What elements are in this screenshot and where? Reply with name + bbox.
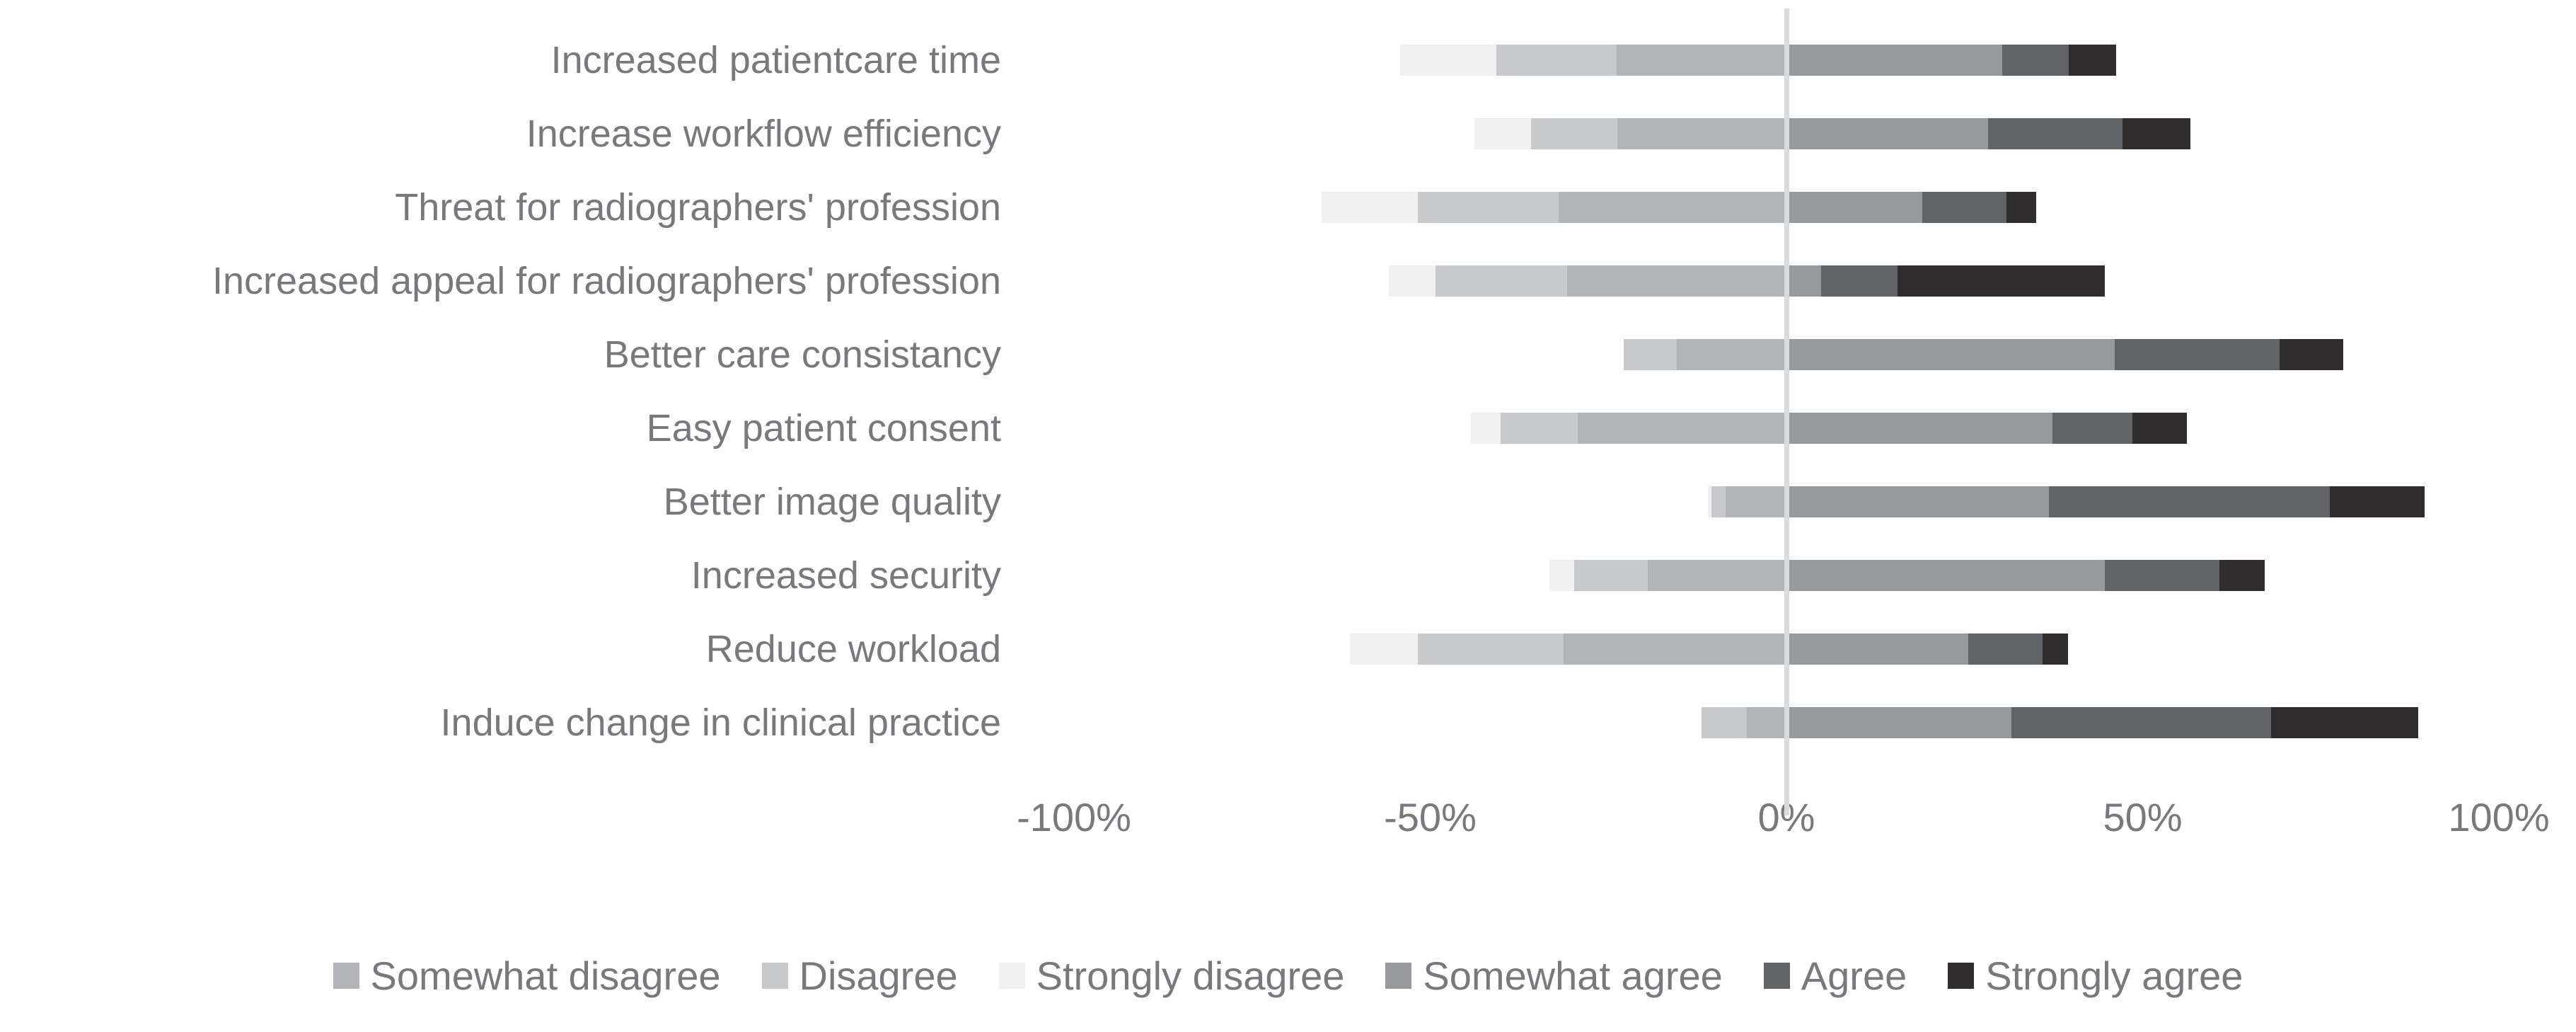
legend-swatch-icon: [333, 963, 359, 989]
bar-segment-strongly-agree: [2042, 633, 2068, 665]
bar-segment-agree: [2011, 707, 2271, 738]
bar-segment-somewhat-disagree: [1676, 339, 1786, 370]
legend-item-strongly-agree: Strongly agree: [1948, 953, 2243, 999]
bar-segment-agree: [1922, 192, 2007, 223]
legend-item-strongly-disagree: Strongly disagree: [998, 953, 1345, 999]
legend-swatch-icon: [1948, 963, 1975, 989]
bar-segment-disagree: [1501, 413, 1578, 444]
bar-segment-strongly-agree: [2068, 45, 2117, 76]
category-label: Increased patientcare time: [550, 39, 1001, 81]
category-label: Increased security: [691, 554, 1001, 597]
bar-segment-somewhat-agree: [1786, 265, 1822, 297]
bar-segment-strongly-agree: [2006, 192, 2037, 223]
legend-label: Strongly agree: [1985, 953, 2243, 998]
zero-axis-gridline: [1784, 8, 1789, 815]
bar-segment-somewhat-agree: [1786, 413, 2052, 444]
legend-label: Agree: [1801, 953, 1907, 998]
bar-segment-somewhat-agree: [1786, 118, 1988, 149]
category-label: Better image quality: [663, 481, 1001, 523]
bar-segment-disagree: [1573, 560, 1648, 591]
legend-swatch-icon: [761, 963, 788, 989]
category-label: Increase workflow efficiency: [526, 113, 1001, 155]
bar-segment-somewhat-agree: [1786, 560, 2106, 591]
bar-segment-strongly-disagree: [1708, 486, 1712, 517]
bar-segment-strongly-agree: [2219, 560, 2265, 591]
legend-item-somewhat-disagree: Somewhat disagree: [333, 953, 721, 999]
bar-segment-somewhat-agree: [1786, 45, 2003, 76]
bar-segment-strongly-disagree: [1474, 118, 1532, 149]
bar-segment-somewhat-agree: [1786, 192, 1923, 223]
bar-segment-disagree: [1711, 486, 1726, 517]
bar-segment-strongly-disagree: [1389, 265, 1436, 297]
bar-segment-strongly-disagree: [1322, 192, 1419, 223]
bar-segment-somewhat-disagree: [1746, 707, 1786, 738]
legend-label: Strongly disagree: [1036, 953, 1345, 998]
bar-segment-strongly-disagree: [1349, 633, 1419, 665]
legend-item-somewhat-agree: Somewhat agree: [1385, 953, 1723, 999]
bar-segment-disagree: [1435, 265, 1567, 297]
bar-segment-somewhat-disagree: [1647, 560, 1786, 591]
bar-segment-strongly-disagree: [1549, 560, 1574, 591]
bar-segment-agree: [2002, 45, 2069, 76]
legend-item-disagree: Disagree: [761, 953, 958, 999]
bar-segment-agree: [2105, 560, 2220, 591]
bar-segment-somewhat-disagree: [1558, 192, 1786, 223]
bar-segment-disagree: [1418, 192, 1559, 223]
bar-segment-strongly-agree: [2270, 707, 2419, 738]
legend-label: Disagree: [799, 953, 958, 998]
bar-segment-disagree: [1624, 339, 1677, 370]
legend-swatch-icon: [998, 963, 1025, 989]
bar-segment-somewhat-agree: [1786, 339, 2115, 370]
bar-segment-agree: [2115, 339, 2280, 370]
bar-segment-agree: [2052, 413, 2133, 444]
x-axis-tick-label: -50%: [1384, 795, 1477, 839]
category-label: Threat for radiographers' profession: [395, 186, 1001, 229]
category-label: Induce change in clinical practice: [440, 701, 1001, 744]
bar-segment-strongly-disagree: [1470, 413, 1501, 444]
category-label: Easy patient consent: [646, 407, 1001, 449]
legend-label: Somewhat agree: [1423, 953, 1723, 998]
x-axis-tick-label: -100%: [1017, 795, 1131, 839]
bar-segment-somewhat-disagree: [1577, 413, 1786, 444]
bar-segment-disagree: [1531, 118, 1618, 149]
x-axis-tick-label: 50%: [2103, 795, 2183, 839]
bar-segment-strongly-agree: [2122, 118, 2190, 149]
category-label: Increased appeal for radiographers' prof…: [212, 260, 1001, 302]
bar-segment-somewhat-agree: [1786, 633, 1968, 665]
legend-swatch-icon: [1763, 963, 1790, 989]
chart-legend: Somewhat disagree Disagree Strongly disagr…: [0, 953, 2576, 999]
legend-label: Somewhat disagree: [370, 953, 721, 998]
bar-segment-disagree: [1702, 707, 1747, 738]
bar-segment-somewhat-disagree: [1566, 265, 1786, 297]
legend-swatch-icon: [1385, 963, 1412, 989]
bar-segment-disagree: [1496, 45, 1617, 76]
category-label: Better care consistancy: [603, 333, 1001, 376]
bar-segment-disagree: [1418, 633, 1564, 665]
bar-segment-agree: [1987, 118, 2123, 149]
bar-segment-somewhat-agree: [1786, 486, 2049, 517]
bar-segment-somewhat-agree: [1786, 707, 2012, 738]
bar-segment-somewhat-disagree: [1617, 45, 1786, 76]
bar-segment-strongly-agree: [2330, 486, 2425, 517]
legend-item-agree: Agree: [1763, 953, 1907, 999]
bar-segment-agree: [2048, 486, 2330, 517]
bar-segment-strongly-disagree: [1400, 45, 1497, 76]
bar-segment-strongly-agree: [2132, 413, 2187, 444]
bar-segment-somewhat-disagree: [1563, 633, 1786, 665]
bar-segment-strongly-agree: [1898, 265, 2106, 297]
bar-segment-agree: [1821, 265, 1898, 297]
bar-segment-somewhat-disagree: [1726, 486, 1786, 517]
bar-segment-strongly-agree: [2279, 339, 2344, 370]
category-label: Reduce workload: [705, 628, 1001, 670]
bar-segment-agree: [1968, 633, 2043, 665]
x-axis-tick-label: 100%: [2448, 795, 2550, 839]
bar-segment-somewhat-disagree: [1617, 118, 1786, 149]
